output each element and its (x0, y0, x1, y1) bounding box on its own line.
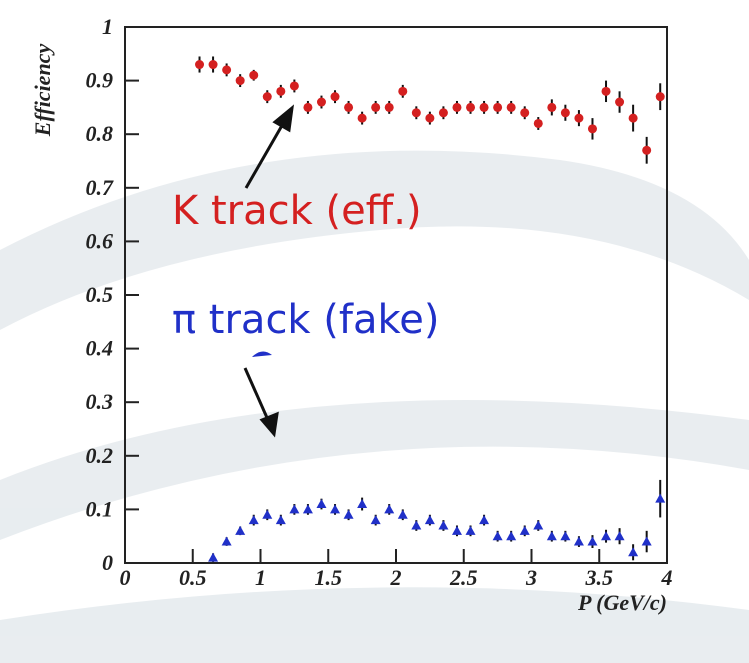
point (466, 103, 475, 112)
point (411, 520, 421, 529)
point (398, 87, 407, 96)
x-tick-label: 0 (120, 565, 131, 590)
point (506, 531, 516, 540)
point (303, 504, 313, 513)
point (317, 98, 326, 107)
point (602, 87, 611, 96)
point (209, 60, 218, 69)
y-tick-label: 0.8 (86, 121, 114, 146)
point (587, 537, 597, 546)
chart: Efficiency P (GeV/c) K track (eff.) π tr… (0, 0, 749, 663)
point (344, 103, 353, 112)
point (263, 92, 272, 101)
point (385, 103, 394, 112)
point (276, 515, 286, 524)
y-tick-label: 0.9 (86, 68, 114, 93)
point (466, 526, 476, 535)
point (289, 504, 299, 513)
y-tick-label: 0.2 (86, 443, 114, 468)
point (493, 103, 502, 112)
point (384, 504, 394, 513)
point (235, 526, 245, 535)
point (412, 108, 421, 117)
x-tick-label: 2.5 (449, 565, 478, 590)
point (480, 103, 489, 112)
y-tick-label: 0.4 (86, 336, 114, 361)
point (655, 494, 665, 503)
point (330, 504, 340, 513)
point (452, 103, 461, 112)
x-tick-label: 2 (390, 565, 402, 590)
point (425, 114, 434, 123)
annotation: K track (eff.) (172, 188, 422, 234)
point (656, 92, 665, 101)
point (628, 547, 638, 556)
x-tick-label: 3.5 (585, 565, 614, 590)
x-tick-label: 4 (661, 565, 673, 590)
point (493, 531, 503, 540)
point (520, 108, 529, 117)
point (574, 114, 583, 123)
y-tick-label: 0 (102, 550, 113, 575)
y-tick-label: 1 (102, 14, 113, 39)
point (357, 499, 367, 508)
point (547, 103, 556, 112)
y-tick-label: 0.5 (86, 282, 114, 307)
point (642, 146, 651, 155)
point (249, 515, 259, 524)
point (236, 76, 245, 85)
point (276, 87, 285, 96)
point (615, 531, 625, 540)
x-tick-label: 0.5 (179, 565, 207, 590)
point (452, 526, 462, 535)
x-tick-label: 3 (525, 565, 537, 590)
point (290, 81, 299, 90)
point (398, 510, 408, 519)
plot-frame (125, 27, 667, 563)
point (425, 515, 435, 524)
y-axis-label: Efficiency (30, 44, 55, 138)
x-tick-label: 1 (255, 565, 266, 590)
point (249, 71, 258, 80)
point (438, 520, 448, 529)
point (560, 531, 570, 540)
arrows (245, 108, 292, 434)
point (561, 108, 570, 117)
y-tick-label: 0.7 (86, 175, 115, 200)
point (358, 114, 367, 123)
point (439, 108, 448, 117)
point (533, 520, 543, 529)
point (331, 92, 340, 101)
point (642, 537, 652, 546)
x-axis-label: P (GeV/c) (577, 590, 667, 615)
point (195, 60, 204, 69)
point (629, 114, 638, 123)
point (371, 103, 380, 112)
point (588, 124, 597, 133)
point (574, 537, 584, 546)
point (507, 103, 516, 112)
point (222, 65, 231, 74)
point (208, 553, 218, 562)
point (222, 537, 232, 546)
point (534, 119, 543, 128)
x-tick-label: 1.5 (315, 565, 343, 590)
point (547, 531, 557, 540)
annotation: π track (fake) (172, 297, 439, 343)
y-tick-label: 0.6 (86, 228, 114, 253)
point (303, 103, 312, 112)
y-tick-label: 0.3 (86, 389, 114, 414)
point (262, 510, 272, 519)
point (316, 499, 326, 508)
point (344, 510, 354, 519)
point (615, 98, 624, 107)
point (371, 515, 381, 524)
y-tick-label: 0.1 (86, 496, 114, 521)
point (479, 515, 489, 524)
point (520, 526, 530, 535)
point (601, 531, 611, 540)
